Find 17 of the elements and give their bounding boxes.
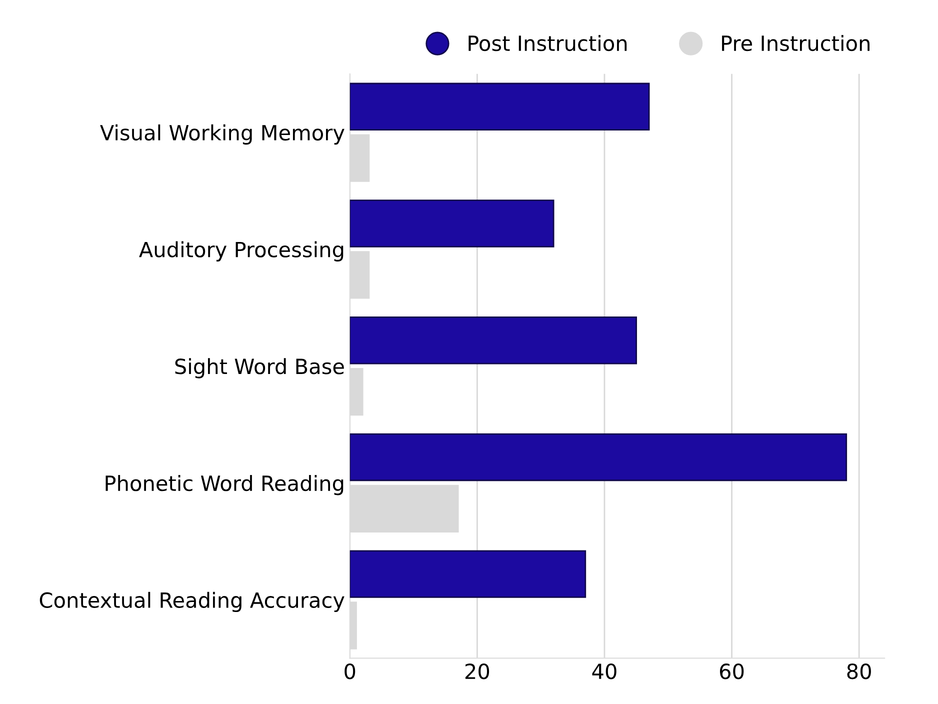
y-tick-label: Contextual Reading Accuracy [40, 592, 344, 612]
x-tick-label: 80 [847, 663, 871, 680]
bar [350, 316, 637, 364]
y-tick-label: Phonetic Word Reading [106, 475, 344, 496]
y-tick-label: Visual Working Memory [100, 124, 344, 145]
x-tick-label: 60 [720, 663, 744, 680]
y-tick-label: Sight Word Base [175, 358, 344, 378]
x-tick-label: 40 [592, 663, 616, 680]
legend-label: Post Instruction [468, 35, 627, 52]
bar [350, 433, 848, 482]
bar [350, 550, 586, 598]
bar [350, 200, 554, 248]
legend-label: Pre Instruction [722, 35, 870, 52]
bar [350, 82, 650, 130]
x-tick-label: 20 [465, 663, 490, 680]
y-tick-label: Auditory Processing [139, 241, 344, 262]
x-tick-label: 0 [344, 663, 356, 680]
